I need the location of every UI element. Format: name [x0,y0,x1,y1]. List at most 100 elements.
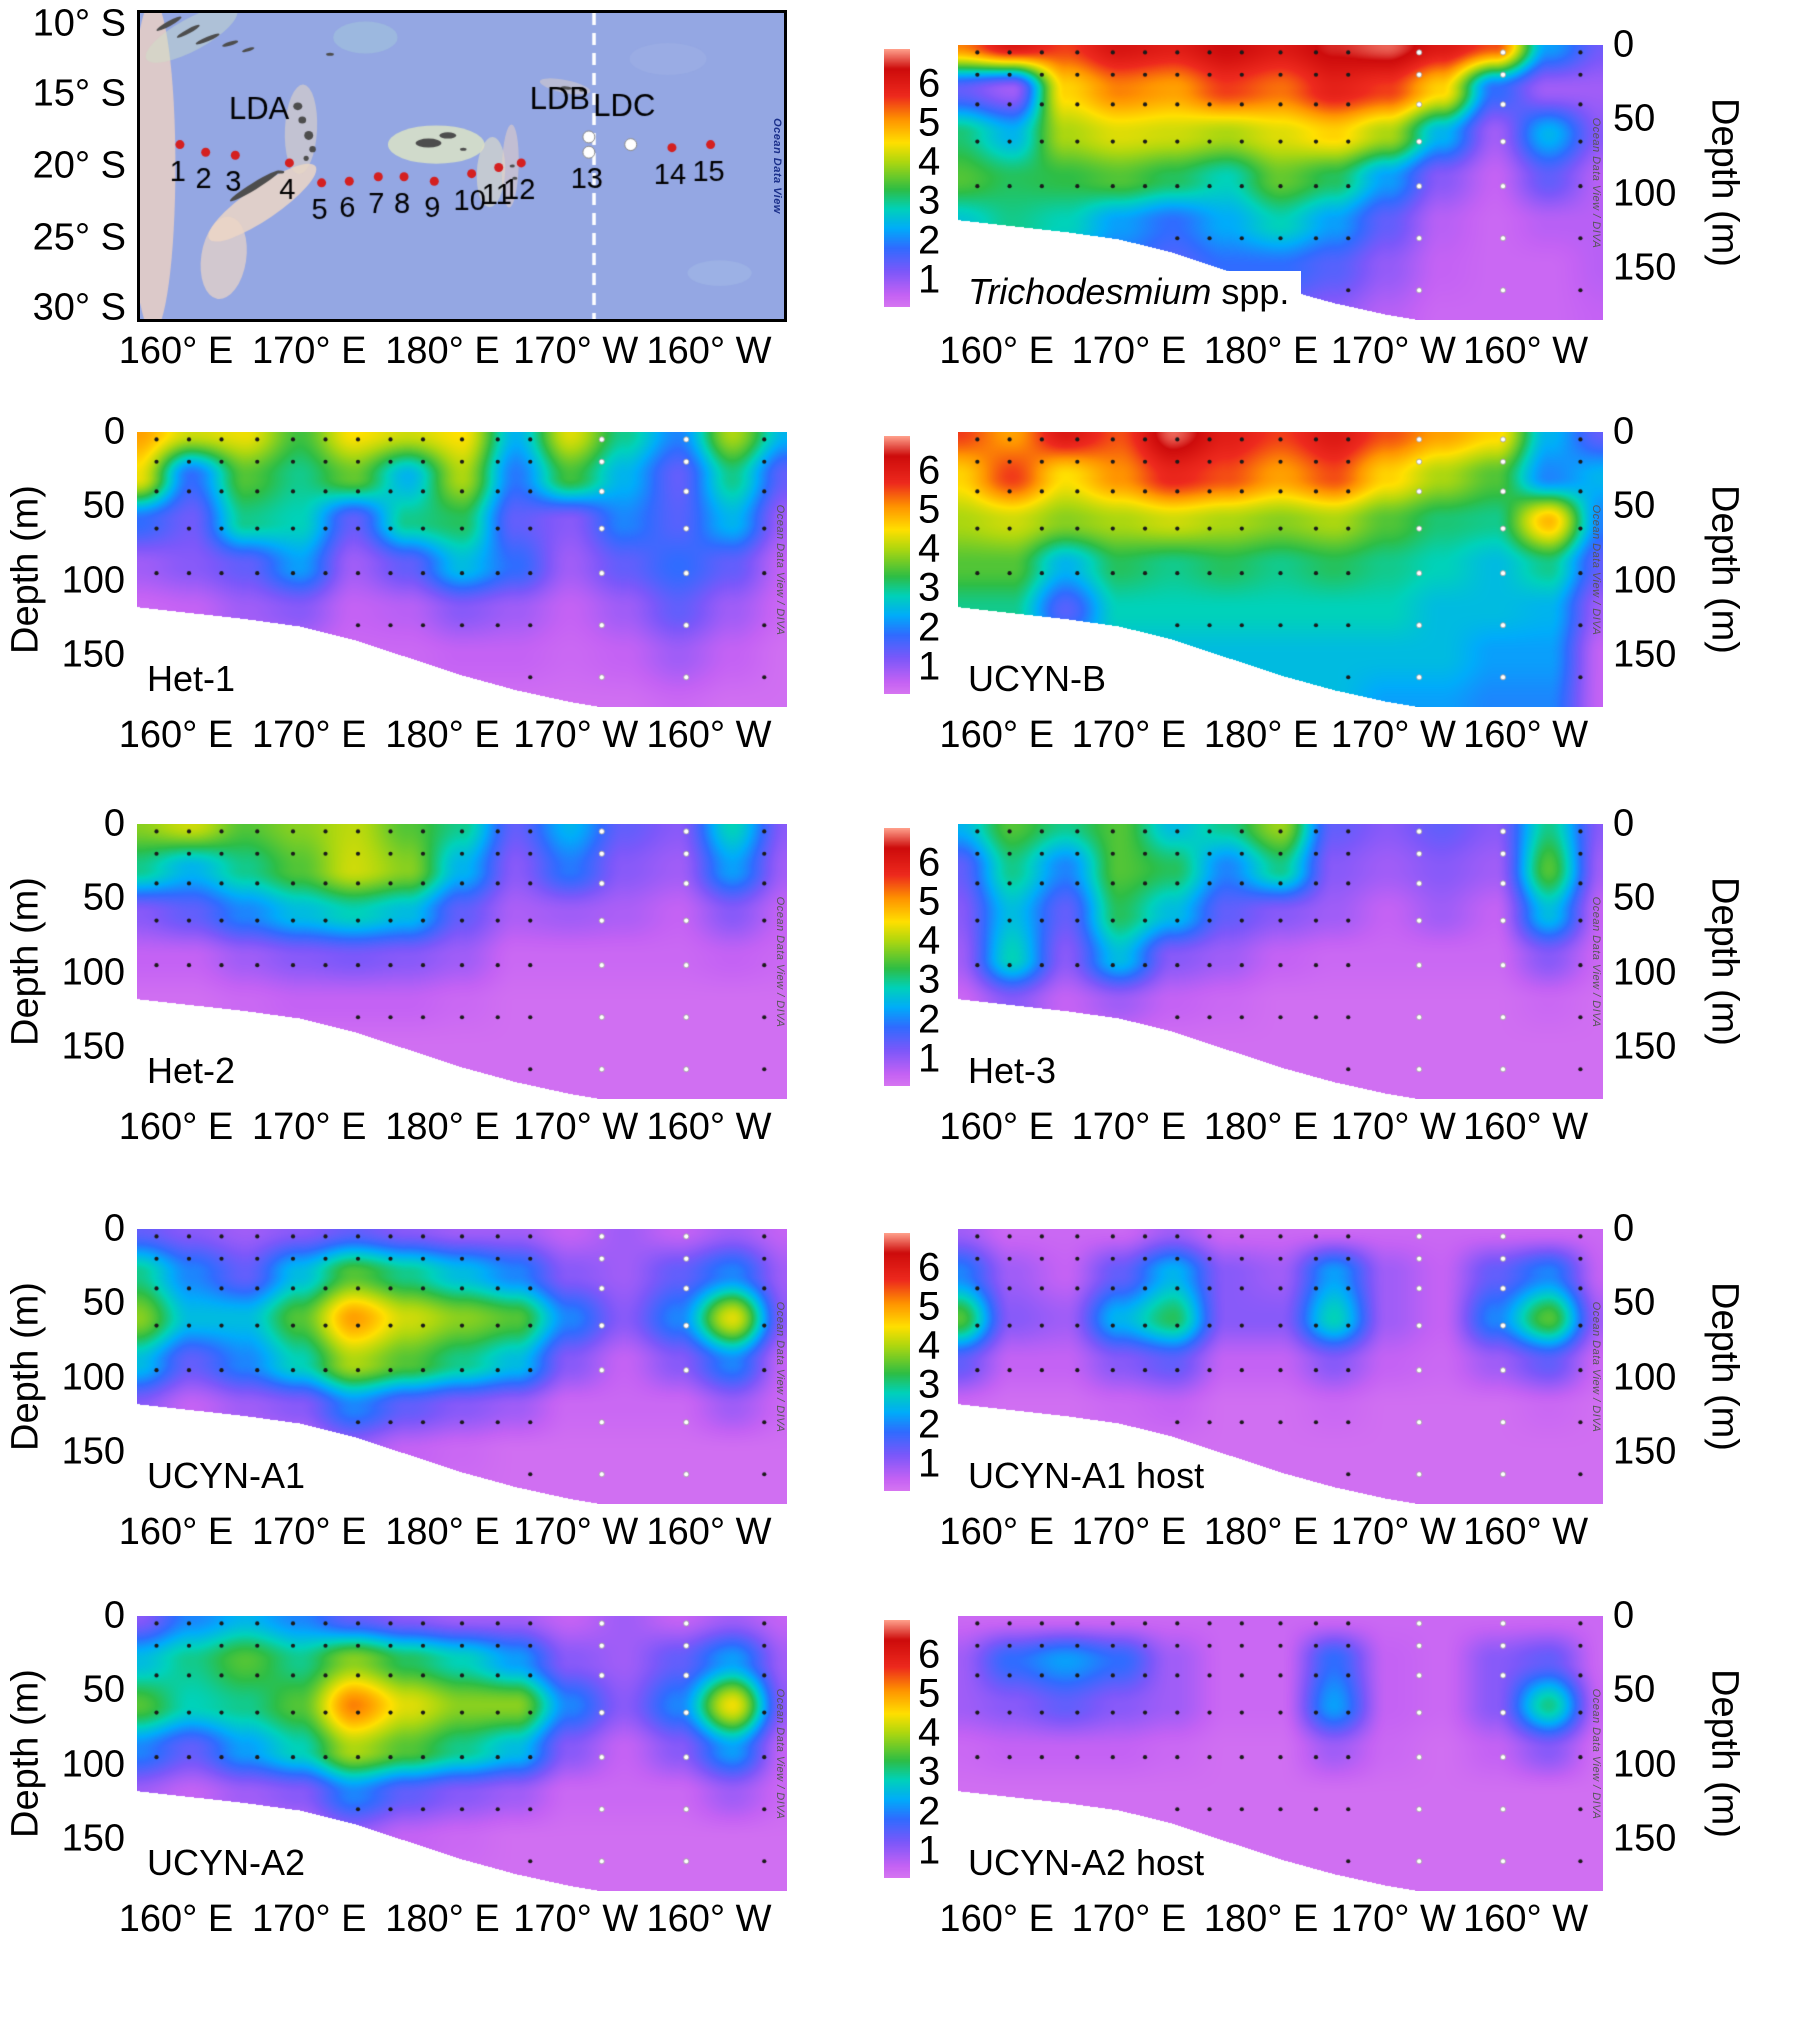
depth-tick-label: 150 [61,1430,125,1473]
x-tick-label: 160° E [939,1898,1054,1940]
depth-tick-label: 50 [82,876,125,919]
colorbar [884,828,910,1086]
colorbar-tick-label: 3 [918,1362,941,1407]
x-tick-label: 160° W [1463,714,1589,756]
x-tick-label: 160° E [118,1106,234,1148]
odv-diva-credit: Ocean Data View / DIVA [774,896,786,1027]
section-het2: Het-2 Ocean Data View / DIVA [137,824,787,1099]
odv-diva-credit: Ocean Data View / DIVA [1590,1301,1602,1432]
x-tick-label: 170° E [1071,330,1187,372]
colorbar-tick-label: 5 [918,1671,941,1716]
colorbar-tick-label: 3 [918,565,941,610]
x-tick-label: 180° E [1203,1106,1319,1148]
panel-label-part: spp. [1211,270,1290,312]
depth-tick-label: 50 [1613,876,1656,919]
lat-tick-label: 15° S [32,72,126,115]
panel-label: UCYN-B [962,657,1119,702]
colorbar-tick-label: 2 [918,1789,941,1834]
depth-tick-label: 0 [103,1207,125,1250]
x-tick-label: 180° E [385,330,500,372]
colorbar-tick-label: 2 [918,997,941,1042]
depth-tick-label: 50 [82,1668,125,1711]
x-tick-label: 170° W [513,1511,639,1553]
colorbar-canvas [884,1620,910,1878]
colorbar-canvas [884,49,910,307]
x-tick-label: 180° E [385,1898,500,1940]
x-tick-label: 170° W [513,1106,639,1148]
depth-tick-label: 50 [1613,484,1656,527]
colorbar-tick-label: 5 [918,487,941,532]
colorbar-tick-label: 1 [918,1828,941,1873]
depth-tick-label: 100 [1613,951,1677,994]
x-tick-label: 180° E [1203,714,1319,756]
depth-axis-right: 0 50 100 150 [1613,1595,1693,1891]
colorbar-canvas [884,436,910,694]
x-tick-label: 170° E [251,1511,367,1553]
x-tick-label: 160° E [939,1106,1054,1148]
map-canvas [140,13,784,319]
section-het3: Het-3 Ocean Data View / DIVA [958,824,1603,1099]
depth-axis-right: 0 50 100 150 [1613,803,1693,1099]
panel-label: Trichodesmium spp. [962,270,1302,315]
depth-tick-label: 100 [61,1356,125,1399]
depth-tick-label: 50 [82,1281,125,1324]
section-het1: Het-1 Ocean Data View / DIVA [137,432,787,707]
x-tick-label: 160° W [646,714,772,756]
depth-tick-label: 50 [1613,1281,1656,1324]
depth-tick-label: 50 [1613,1668,1656,1711]
depth-tick-label: 0 [1613,1594,1635,1637]
colorbar-tick-label: 5 [918,1284,941,1329]
depth-axis-left: 0 50 100 150 [30,411,125,707]
depth-tick-label: 50 [1613,97,1656,140]
depth-tick-label: 150 [61,1025,125,1068]
depth-tick-label: 0 [1613,1207,1635,1250]
x-tick-label: 170° W [1330,330,1456,372]
colorbar-tick-label: 1 [918,257,941,302]
lon-axis: 160° E 170° E 180° E 170° W 160° W [119,1106,787,1158]
x-tick-label: 160° W [646,1511,772,1553]
depth-axis-label: Depth (m) [1703,1282,1746,1451]
x-tick-label: 160° E [118,330,234,372]
x-tick-label: 160° E [118,1898,234,1940]
colorbar-tick-label: 5 [918,100,941,145]
x-tick-label: 170° W [513,1898,639,1940]
depth-tick-label: 0 [1613,410,1635,453]
x-tick-label: 170° E [1071,1898,1187,1940]
depth-tick-label: 0 [103,1594,125,1637]
x-tick-label: 160° E [118,1511,234,1553]
odv-diva-credit: Ocean Data View / DIVA [774,1688,786,1819]
depth-tick-label: 150 [1613,633,1677,676]
colorbar-canvas [884,1233,910,1491]
colorbar [884,436,910,694]
x-tick-label: 160° W [1463,330,1589,372]
colorbar [884,49,910,307]
panel-label: Het-2 [141,1049,248,1094]
x-tick-label: 160° W [646,330,772,372]
lat-tick-label: 30° S [32,286,126,329]
x-tick-label: 170° E [251,1898,367,1940]
section-trichodesmium: Trichodesmium spp. Ocean Data View / DIV… [958,45,1603,320]
depth-axis-left: 0 50 100 150 [30,1595,125,1891]
colorbar-tick-label: 4 [918,918,941,963]
x-tick-label: 180° E [1203,1898,1319,1940]
depth-tick-label: 100 [61,951,125,994]
depth-axis-label: Depth (m) [1703,877,1746,1046]
depth-tick-label: 150 [1613,1817,1677,1860]
colorbar-tick-label: 4 [918,139,941,184]
depth-tick-label: 100 [1613,1743,1677,1786]
x-tick-label: 160° W [646,1898,772,1940]
colorbar-tick-label: 6 [918,448,941,493]
depth-axis-label: Depth (m) [1703,98,1746,267]
x-tick-label: 170° W [1330,1511,1456,1553]
section-ucyna1: UCYN-A1 Ocean Data View / DIVA [137,1229,787,1504]
depth-tick-label: 150 [1613,246,1677,289]
depth-tick-label: 50 [82,484,125,527]
depth-tick-label: 150 [61,1817,125,1860]
odv-diva-credit: Ocean Data View / DIVA [774,504,786,635]
depth-axis-right: 0 50 100 150 [1613,1208,1693,1504]
colorbar-tick-label: 4 [918,1710,941,1755]
